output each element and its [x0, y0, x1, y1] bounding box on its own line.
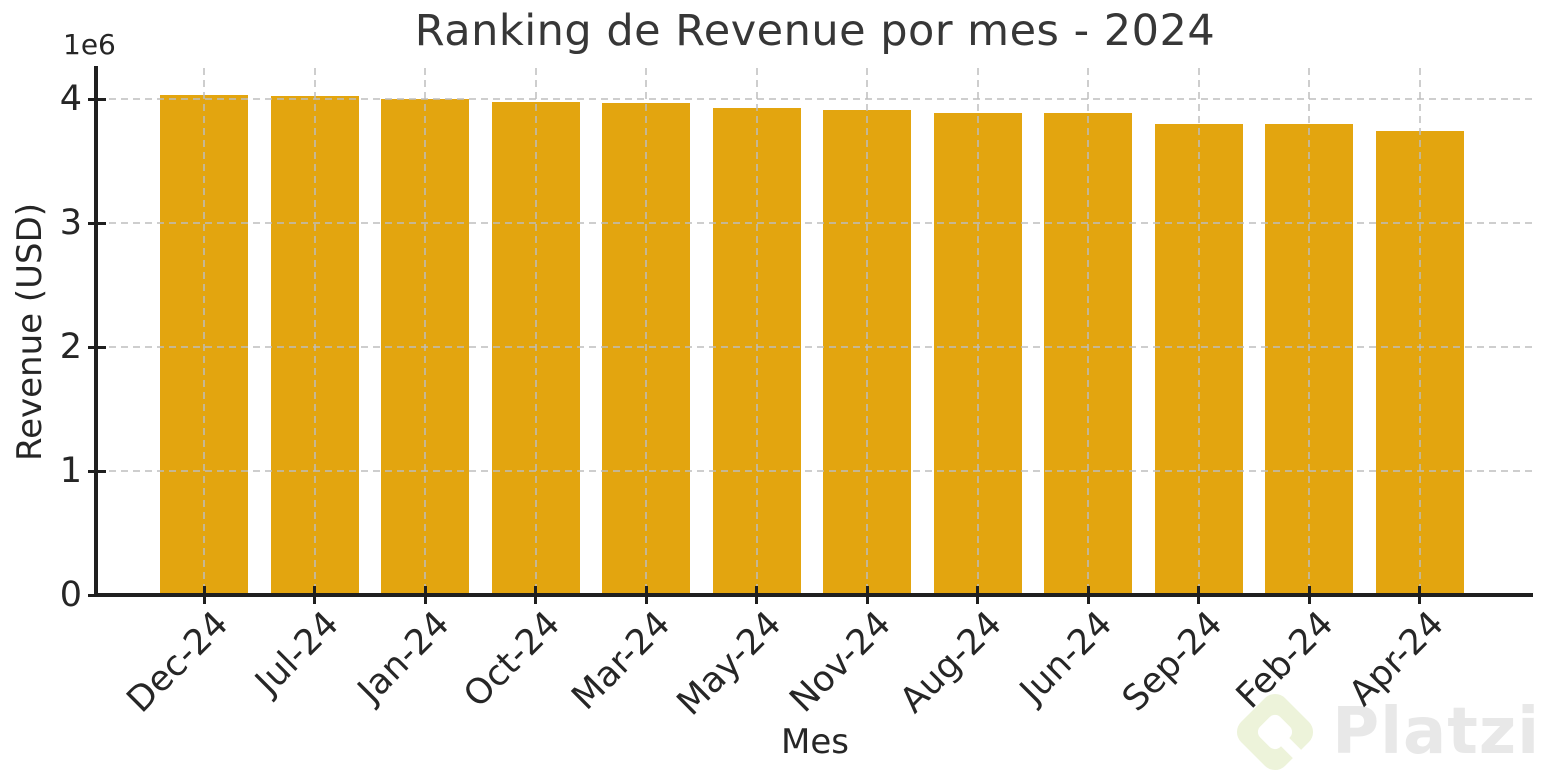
- x-tick-mark: [1086, 586, 1090, 604]
- x-gridline: [1308, 68, 1310, 593]
- x-tick-mark: [202, 586, 206, 604]
- x-tick-label: Jul-24: [248, 604, 347, 703]
- y-axis-spine: [94, 66, 98, 597]
- x-gridline: [1087, 68, 1089, 593]
- x-tick-label: Oct-24: [456, 604, 568, 716]
- x-tick-mark: [865, 586, 869, 604]
- x-tick-label: Aug-24: [892, 604, 1010, 722]
- y-axis-offset-label: 1e6: [63, 28, 116, 61]
- y-tick-label: 1: [59, 451, 82, 491]
- x-tick-label: Nov-24: [782, 604, 900, 721]
- x-gridline: [1197, 68, 1200, 593]
- x-gridline: [755, 68, 758, 593]
- y-tick-mark: [88, 469, 106, 473]
- x-tick-mark: [1418, 586, 1421, 604]
- y-tick-label: 3: [59, 203, 82, 243]
- x-tick-label: Dec-24: [119, 604, 237, 721]
- y-tick-label: 4: [59, 79, 82, 119]
- x-tick-label: May-24: [669, 604, 789, 724]
- x-gridline: [203, 68, 205, 593]
- x-tick-mark: [313, 586, 316, 604]
- x-gridline: [534, 68, 537, 593]
- x-tick-mark: [1197, 586, 1200, 604]
- y-tick-mark: [88, 345, 106, 349]
- y-gridline: [97, 346, 1533, 348]
- x-tick-mark: [534, 586, 537, 604]
- x-tick-label: Jun-24: [1012, 604, 1121, 712]
- chart-title: Ranking de Revenue por mes - 2024: [414, 6, 1216, 56]
- x-gridline: [313, 68, 316, 593]
- x-gridline: [866, 68, 868, 593]
- x-tick-mark: [976, 586, 979, 604]
- y-tick-mark: [88, 97, 106, 101]
- x-gridline: [976, 68, 979, 593]
- y-tick-label: 2: [59, 327, 82, 367]
- x-tick-label: Sep-24: [1115, 604, 1231, 720]
- watermark: Platzi: [1232, 690, 1540, 774]
- x-axis-label: Mes: [781, 722, 849, 762]
- x-tick-label: Mar-24: [564, 604, 679, 718]
- y-tick-label: 0: [59, 575, 82, 615]
- x-tick-mark: [755, 586, 758, 604]
- y-gridline: [97, 470, 1533, 472]
- x-tick-mark: [1307, 586, 1311, 604]
- x-tick-mark: [644, 586, 648, 604]
- y-tick-mark: [88, 593, 106, 597]
- x-gridline: [424, 68, 426, 593]
- watermark-text: Platzi: [1332, 695, 1540, 769]
- y-gridline: [97, 222, 1533, 224]
- x-gridline: [1418, 68, 1421, 593]
- y-tick-mark: [88, 221, 106, 225]
- x-gridline: [645, 68, 647, 593]
- x-axis-spine: [94, 593, 1533, 597]
- platzi-logo-icon: [1237, 693, 1314, 771]
- x-tick-label: Jan-24: [350, 604, 458, 711]
- y-gridline: [97, 98, 1533, 100]
- x-tick-mark: [423, 586, 427, 604]
